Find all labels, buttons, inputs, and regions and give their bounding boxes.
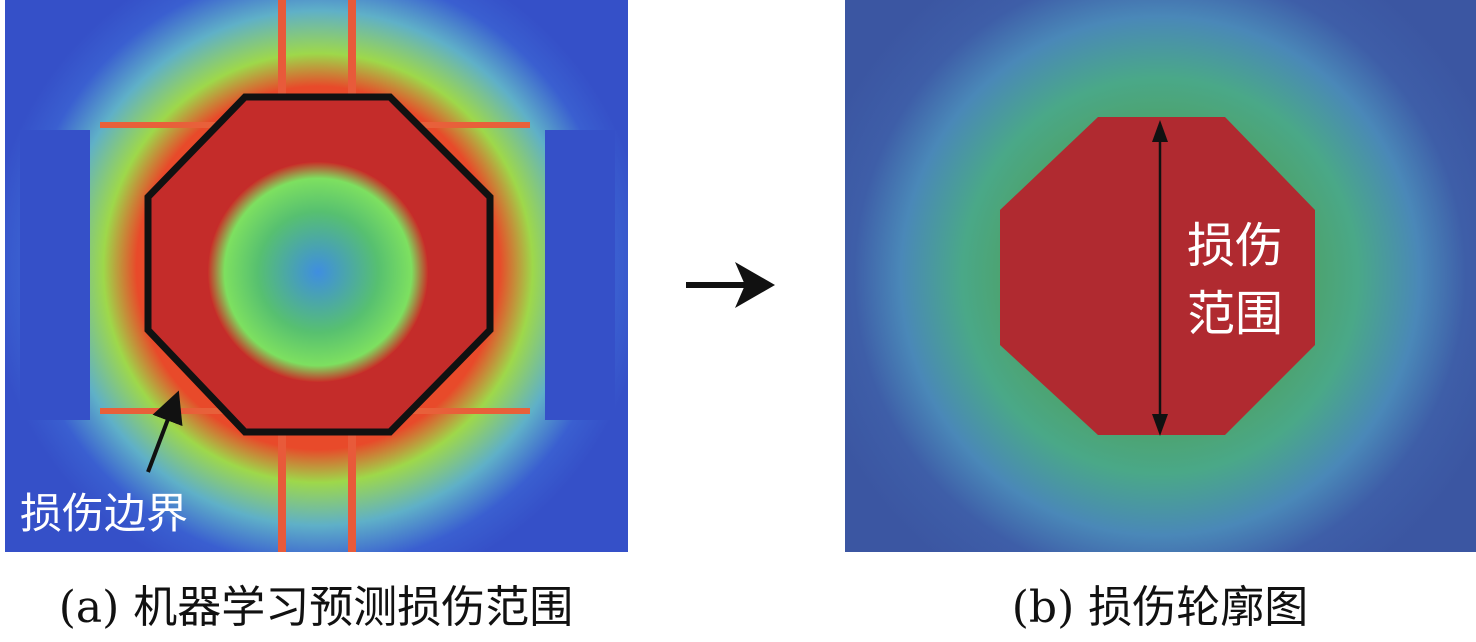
arrow-head bbox=[1152, 414, 1168, 436]
blue-block bbox=[545, 130, 615, 420]
panel-b: 损伤 范围 (b) 损伤轮廓图 bbox=[845, 0, 1476, 633]
caption: (b) 损伤轮廓图 bbox=[1012, 582, 1308, 633]
transition-arrow bbox=[686, 262, 775, 308]
arrow-head bbox=[1152, 120, 1168, 142]
region-label: 损伤 bbox=[1187, 218, 1283, 274]
boundary-label: 损伤边界 bbox=[20, 489, 188, 538]
caption: (a) 机器学习预测损伤范围 bbox=[59, 582, 574, 633]
damage-region bbox=[1000, 117, 1315, 435]
pointer-arrow bbox=[146, 390, 183, 473]
blue-block bbox=[20, 130, 90, 420]
panel-a: 损伤边界 (a) 机器学习预测损伤范围 bbox=[5, 0, 628, 633]
region-label: 范围 bbox=[1187, 286, 1283, 342]
inner-region bbox=[208, 162, 428, 382]
damage-boundary bbox=[144, 93, 494, 436]
arrow-head bbox=[735, 262, 775, 308]
